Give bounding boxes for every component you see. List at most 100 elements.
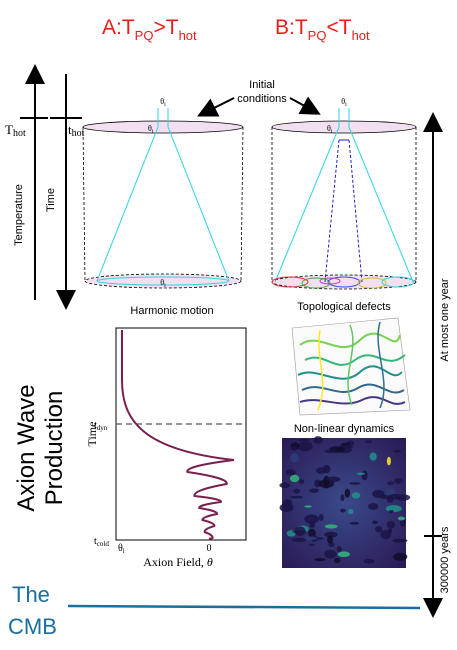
- nonlinear-blob: [344, 488, 351, 498]
- axion-wave-title: Axion Wave: [13, 384, 40, 511]
- nonlinear-blob: [326, 535, 334, 544]
- temperature-label: Temperature: [13, 184, 25, 246]
- nonlinear-blob: [304, 514, 319, 524]
- nonlinear-blob: [307, 507, 316, 511]
- nonlinear-blob: [279, 503, 294, 513]
- nonlinear-blob: [314, 557, 326, 562]
- nonlinear-blob: [372, 520, 378, 525]
- svg-text:θi: θi: [160, 97, 166, 108]
- cone-a: θi θi θi: [82, 97, 244, 289]
- nonlinear-blob: [336, 546, 342, 553]
- nonlinear-blob: [309, 488, 320, 493]
- nonlinear-blob: [324, 449, 335, 454]
- nonlinear-blob: [285, 469, 296, 476]
- cmb-label: CMB: [8, 614, 57, 639]
- nonlinear-blob: [298, 479, 305, 484]
- nonlinear-blob: [387, 493, 403, 500]
- theta-i-tick: θi: [118, 543, 125, 555]
- zero-tick: 0: [207, 543, 212, 554]
- nonlinear-blob: [292, 499, 302, 502]
- time-label: Time: [45, 188, 57, 212]
- nonlinear-blob: [349, 521, 360, 525]
- nonlinear-blob: [387, 481, 395, 486]
- plot-xlabel: Axion Field, θ: [143, 555, 213, 569]
- nonlinear-blob: [368, 502, 379, 510]
- initial-arrow-right: [289, 96, 321, 115]
- nonlinear-blob: [279, 482, 291, 489]
- nonlinear-blob: [375, 525, 383, 533]
- topological-defects-label: Topological defects: [297, 301, 391, 313]
- nonlinear-blob: [380, 529, 392, 540]
- nonlinear-blob: [397, 516, 405, 521]
- nonlinear-blob: [334, 557, 341, 564]
- cmb-the-label: The: [12, 582, 50, 607]
- cmb-line: [67, 604, 421, 610]
- nonlinear-blob: [326, 476, 341, 483]
- 300000-years-label: 300000 years: [439, 526, 451, 593]
- nonlinear-blob: [363, 558, 375, 564]
- nonlinear-blob: [290, 453, 299, 463]
- nonlinear-blob: [349, 482, 361, 485]
- nonlinear-blob: [308, 543, 315, 546]
- nonlinear-blob: [351, 492, 361, 499]
- nonlinear-blob: [399, 519, 406, 527]
- nonlinear-blob: [282, 499, 293, 506]
- nonlinear-blob: [344, 445, 354, 449]
- nonlinear-blob: [318, 514, 324, 522]
- nonlinear-blob: [386, 456, 391, 466]
- nonlinear-blob: [313, 436, 323, 444]
- svg-text:θi: θi: [341, 97, 347, 108]
- topological-defects-image: [291, 317, 411, 416]
- nonlinear-blob: [392, 538, 408, 543]
- svg-text:θi: θi: [148, 124, 154, 135]
- svg-text:θi: θi: [160, 278, 166, 289]
- nonlinear-blob: [385, 505, 402, 513]
- nonlinear-blob: [348, 508, 354, 515]
- t-cold-label: tcold: [94, 536, 109, 548]
- nonlinear-dynamics-image: [279, 436, 411, 568]
- nonlinear-blob: [388, 509, 394, 514]
- nonlinear-blob: [315, 467, 327, 474]
- harmonic-motion-label: Harmonic motion: [130, 305, 213, 317]
- initial-arrow-left: [197, 97, 235, 117]
- at-most-one-year-label: At most one year: [439, 278, 451, 361]
- cone-b: θi θi: [271, 97, 417, 290]
- nonlinear-blob: [393, 552, 408, 561]
- nonlinear-blob: [298, 438, 310, 442]
- t-hot-label: thot: [68, 122, 85, 139]
- header-a: A:TPQ>Thot: [102, 16, 197, 43]
- nonlinear-blob: [393, 449, 402, 453]
- initial-conditions-label: Initial: [249, 79, 275, 91]
- nonlinear-dynamics-label: Non-linear dynamics: [294, 423, 395, 435]
- nonlinear-blob: [337, 551, 350, 558]
- nonlinear-blob: [289, 495, 303, 499]
- nonlinear-blob: [304, 536, 318, 541]
- nonlinear-blob: [369, 452, 377, 461]
- plot-ylabel: Time: [85, 422, 99, 447]
- nonlinear-blob: [361, 470, 368, 481]
- nonlinear-blob: [324, 524, 338, 529]
- nonlinear-blob: [324, 531, 338, 538]
- nonlinear-blob: [340, 494, 345, 502]
- initial-conditions-label-2: conditions: [237, 93, 287, 105]
- axion-field-curve: [121, 330, 235, 540]
- nonlinear-blob: [372, 489, 385, 499]
- t-dyn-label: tdyn: [94, 420, 108, 432]
- nonlinear-blob: [291, 537, 307, 543]
- nonlinear-blob: [324, 549, 337, 559]
- nonlinear-blob: [297, 441, 313, 452]
- nonlinear-blob: [365, 440, 373, 444]
- nonlinear-blob: [386, 520, 396, 529]
- nonlinear-blob: [290, 446, 298, 451]
- nonlinear-blob: [340, 508, 346, 513]
- production-title: Production: [41, 391, 68, 506]
- nonlinear-blob: [393, 477, 404, 484]
- nonlinear-blob: [289, 474, 300, 483]
- T-hot-label: Thot: [5, 122, 26, 139]
- header-b: B:TPQ<Thot: [275, 16, 370, 43]
- nonlinear-blob: [293, 488, 300, 494]
- nonlinear-blob: [304, 505, 312, 508]
- nonlinear-blob: [356, 472, 365, 476]
- nonlinear-blob: [294, 526, 306, 537]
